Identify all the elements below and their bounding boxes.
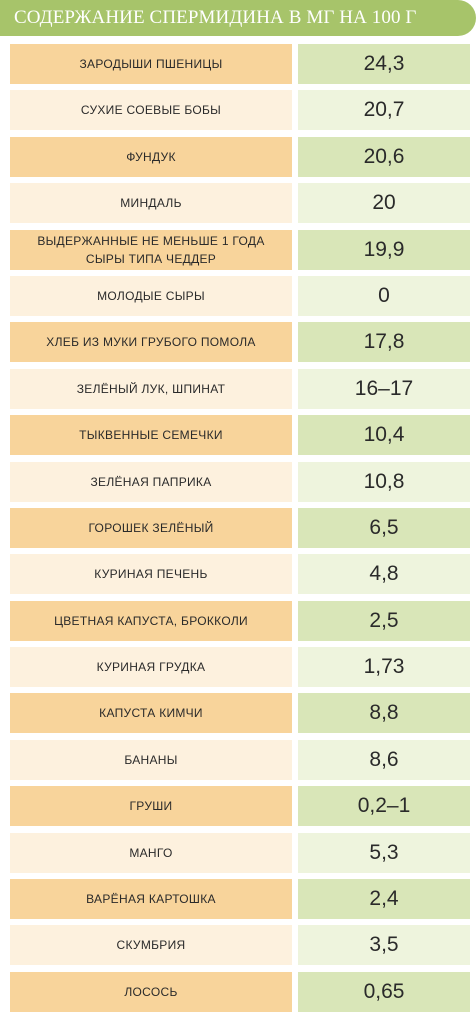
- table-row: КУРИНАЯ ПЕЧЕНЬ 4,8: [10, 554, 470, 595]
- table-row: ФУНДУК 20,6: [10, 136, 470, 177]
- food-name: КАПУСТА КИМЧИ: [10, 693, 292, 734]
- table-row: ХЛЕБ ИЗ МУКИ ГРУБОГО ПОМОЛА 17,8: [10, 322, 470, 363]
- table-row: ЗАРОДЫШИ ПШЕНИЦЫ 24,3: [10, 44, 470, 84]
- spermidine-value: 0,65: [298, 971, 470, 1012]
- table-row: ЦВЕТНАЯ КАПУСТА, БРОККОЛИ 2,5: [10, 600, 470, 641]
- food-name: МИНДАЛЬ: [10, 183, 292, 224]
- spermidine-value: 0: [298, 275, 470, 316]
- page-title: СОДЕРЖАНИЕ СПЕРМИДИНА В МГ НА 100 Г: [14, 7, 417, 28]
- spermidine-value: 8,8: [298, 693, 470, 734]
- table-row: БАНАНЫ 8,6: [10, 739, 470, 780]
- spermidine-table: ЗАРОДЫШИ ПШЕНИЦЫ 24,3 СУХИЕ СОЕВЫЕ БОБЫ …: [10, 44, 470, 1018]
- spermidine-value: 19,9: [298, 229, 470, 270]
- table-row: ВЫДЕРЖАННЫЕ НЕ МЕНЬШЕ 1 ГОДА СЫРЫ ТИПА Ч…: [10, 229, 470, 270]
- spermidine-value: 20,6: [298, 136, 470, 177]
- food-name: ФУНДУК: [10, 136, 292, 177]
- food-name: ГОРОШЕК ЗЕЛЁНЫЙ: [10, 507, 292, 548]
- food-name: ЗЕЛЁНАЯ ПАПРИКА: [10, 461, 292, 502]
- spermidine-value: 17,8: [298, 322, 470, 363]
- spermidine-value: 10,4: [298, 415, 470, 456]
- spermidine-value: 2,4: [298, 879, 470, 920]
- table-row: ГОРОШЕК ЗЕЛЁНЫЙ 6,5: [10, 507, 470, 548]
- food-name: СКУМБРИЯ: [10, 925, 292, 966]
- food-name: ВЫДЕРЖАННЫЕ НЕ МЕНЬШЕ 1 ГОДА СЫРЫ ТИПА Ч…: [10, 229, 292, 270]
- table-row: КАПУСТА КИМЧИ 8,8: [10, 693, 470, 734]
- spermidine-value: 20,7: [298, 90, 470, 131]
- spermidine-value: 16–17: [298, 368, 470, 409]
- spermidine-value: 0,2–1: [298, 786, 470, 827]
- food-name: ЗЕЛЁНЫЙ ЛУК, ШПИНАТ: [10, 368, 292, 409]
- food-name: ГРУШИ: [10, 786, 292, 827]
- table-row: ТЫКВЕННЫЕ СЕМЕЧКИ 10,4: [10, 415, 470, 456]
- table-row: МИНДАЛЬ 20: [10, 183, 470, 224]
- spermidine-value: 20: [298, 183, 470, 224]
- table-row: ЗЕЛЁНАЯ ПАПРИКА 10,8: [10, 461, 470, 502]
- spermidine-value: 8,6: [298, 739, 470, 780]
- food-name: ЗАРОДЫШИ ПШЕНИЦЫ: [10, 44, 292, 84]
- food-name: МОЛОДЫЕ СЫРЫ: [10, 275, 292, 316]
- table-row: ГРУШИ 0,2–1: [10, 786, 470, 827]
- food-name: СУХИЕ СОЕВЫЕ БОБЫ: [10, 90, 292, 131]
- table-row: ВАРЁНАЯ КАРТОШКА 2,4: [10, 879, 470, 920]
- food-name: ВАРЁНАЯ КАРТОШКА: [10, 879, 292, 920]
- food-name: ТЫКВЕННЫЕ СЕМЕЧКИ: [10, 415, 292, 456]
- food-name: ЦВЕТНАЯ КАПУСТА, БРОККОЛИ: [10, 600, 292, 641]
- spermidine-value: 24,3: [298, 44, 470, 84]
- spermidine-value: 6,5: [298, 507, 470, 548]
- spermidine-value: 2,5: [298, 600, 470, 641]
- spermidine-value: 4,8: [298, 554, 470, 595]
- table-row: ЗЕЛЁНЫЙ ЛУК, ШПИНАТ 16–17: [10, 368, 470, 409]
- food-name: ЛОСОСЬ: [10, 971, 292, 1012]
- food-name: ХЛЕБ ИЗ МУКИ ГРУБОГО ПОМОЛА: [10, 322, 292, 363]
- table-row: ЛОСОСЬ 0,65: [10, 971, 470, 1012]
- food-name: МАНГО: [10, 832, 292, 873]
- title-banner: СОДЕРЖАНИЕ СПЕРМИДИНА В МГ НА 100 Г: [0, 0, 476, 36]
- spermidine-value: 3,5: [298, 925, 470, 966]
- table-row: МАНГО 5,3: [10, 832, 470, 873]
- table-row: КУРИНАЯ ГРУДКА 1,73: [10, 647, 470, 688]
- food-name: КУРИНАЯ ГРУДКА: [10, 647, 292, 688]
- food-name: КУРИНАЯ ПЕЧЕНЬ: [10, 554, 292, 595]
- spermidine-value: 1,73: [298, 647, 470, 688]
- spermidine-value: 5,3: [298, 832, 470, 873]
- food-name: БАНАНЫ: [10, 739, 292, 780]
- table-row: МОЛОДЫЕ СЫРЫ 0: [10, 275, 470, 316]
- table-row: СУХИЕ СОЕВЫЕ БОБЫ 20,7: [10, 90, 470, 131]
- table-row: СКУМБРИЯ 3,5: [10, 925, 470, 966]
- spermidine-value: 10,8: [298, 461, 470, 502]
